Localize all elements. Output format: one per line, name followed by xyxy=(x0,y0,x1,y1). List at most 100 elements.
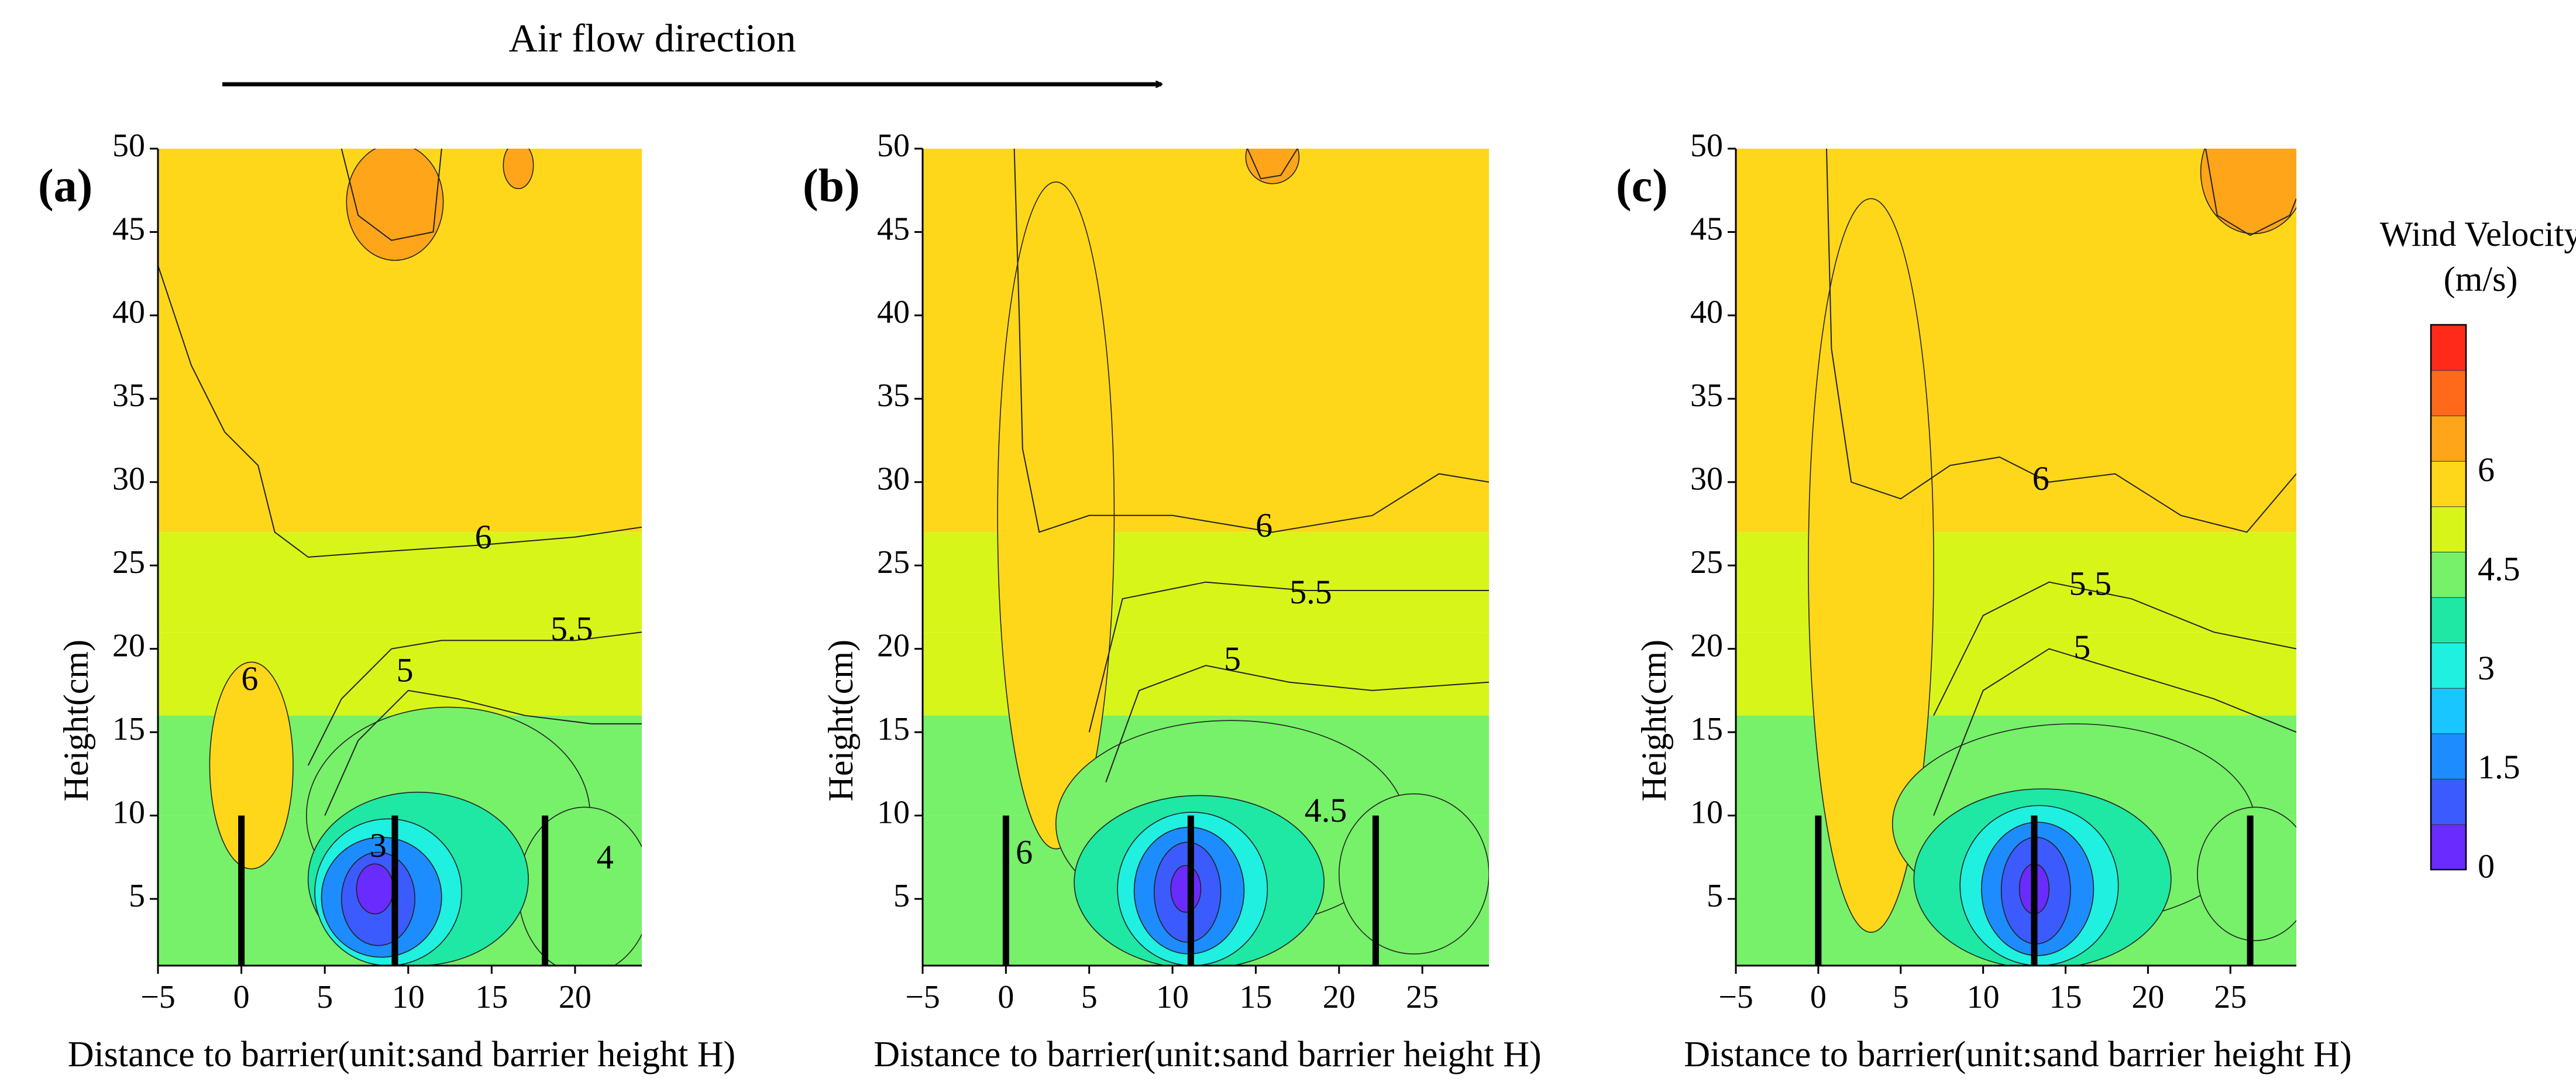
velocity-region xyxy=(1170,865,1202,913)
y-tick-label: 40 xyxy=(112,294,145,331)
velocity-region xyxy=(209,661,294,870)
colorbar-tick-label: 4.5 xyxy=(2478,550,2520,588)
contour-line xyxy=(1105,665,1489,782)
y-tick-label: 40 xyxy=(877,294,910,331)
y-axis-label: Height(cm) xyxy=(1635,640,1673,802)
contour-line xyxy=(1088,581,1489,733)
velocity-region xyxy=(1245,149,1300,184)
contour-label: 5.5 xyxy=(2069,565,2112,603)
colorbar-tick-label: 1.5 xyxy=(2478,748,2520,786)
colorbar-swatch xyxy=(2430,370,2467,417)
y-axis-label: Height(cm) xyxy=(57,640,95,802)
y-tick-label: 35 xyxy=(1690,377,1723,414)
velocity-region xyxy=(518,806,642,966)
y-tick-label: 35 xyxy=(877,377,910,414)
y-tick-label: 30 xyxy=(877,461,910,497)
contour-label: 5 xyxy=(397,651,414,689)
x-tick-label: 0 xyxy=(233,979,250,1015)
y-tick-label: 25 xyxy=(112,544,145,581)
colorbar-tick-label: 6 xyxy=(2478,451,2495,489)
y-tick-label: 25 xyxy=(877,544,910,581)
contour-label: 6 xyxy=(1016,833,1033,871)
colorbar-title: Wind Velocity xyxy=(2380,215,2576,253)
contour-line xyxy=(2205,149,2296,236)
contour-line xyxy=(1933,648,2296,816)
colorbar-swatch xyxy=(2430,688,2467,734)
x-tick-label: −5 xyxy=(1718,979,1753,1015)
panel-label: (b) xyxy=(803,160,860,212)
contour-label: 5 xyxy=(1224,640,1241,678)
y-axis-label: Height(cm) xyxy=(821,640,860,802)
x-tick-label: 15 xyxy=(1239,979,1272,1015)
x-tick-label: −5 xyxy=(905,979,940,1015)
flow-direction-label: Air flow direction xyxy=(509,16,796,60)
contour-label: 4.5 xyxy=(1305,791,1347,829)
contour-label: 6 xyxy=(475,518,492,556)
contour-label: 6 xyxy=(241,660,258,698)
y-tick-label: 15 xyxy=(1690,711,1723,747)
contour-line xyxy=(158,265,642,558)
contour-label: 6 xyxy=(2032,459,2049,497)
y-tick-label: 10 xyxy=(1690,794,1723,830)
panel-1: 6 5.5 5 4.5 6 5 10 15 20 25 30 35 40 45 50 −5 0 5 10 15 20 25… xyxy=(803,128,1542,1074)
x-tick-label: 5 xyxy=(1081,979,1098,1015)
y-tick-label: 5 xyxy=(893,878,910,914)
y-tick-label: 15 xyxy=(112,711,145,747)
y-tick-label: 50 xyxy=(877,128,910,164)
y-tick-label: 5 xyxy=(129,878,145,914)
colorbar: Wind Velocity (m/s) 0 1.5 3 4.5 6 xyxy=(2380,215,2576,885)
x-tick-label: 5 xyxy=(317,979,333,1015)
x-axis-label: Distance to barrier(unit:sand barrier he… xyxy=(68,1035,735,1074)
y-tick-label: 50 xyxy=(1690,128,1723,164)
colorbar-tick-label: 0 xyxy=(2478,847,2495,885)
contour-line xyxy=(324,689,642,816)
y-tick-label: 30 xyxy=(112,461,145,497)
y-tick-label: 30 xyxy=(1690,461,1723,497)
colorbar-swatch xyxy=(2430,597,2467,644)
colorbar-swatch xyxy=(2430,778,2467,825)
colorbar-swatch xyxy=(2430,324,2467,371)
y-tick-label: 5 xyxy=(1707,878,1723,914)
x-tick-label: 0 xyxy=(1810,979,1827,1015)
panel-label: (a) xyxy=(38,160,92,212)
x-tick-label: 15 xyxy=(475,979,508,1015)
x-tick-label: 10 xyxy=(1156,979,1189,1015)
y-tick-label: 20 xyxy=(877,628,910,664)
contour-line xyxy=(1826,149,2296,533)
y-tick-label: 10 xyxy=(877,794,910,830)
colorbar-tick-label: 3 xyxy=(2478,649,2495,687)
colorbar-unit: (m/s) xyxy=(2444,260,2518,298)
y-tick-label: 45 xyxy=(1690,211,1723,247)
contour-line xyxy=(1933,581,2296,716)
y-tick-label: 10 xyxy=(112,794,145,830)
contour-label: 5 xyxy=(2073,628,2090,666)
contour-line xyxy=(1247,149,1298,180)
y-tick-label: 50 xyxy=(112,128,145,164)
contour-label: 3 xyxy=(370,826,387,864)
colorbar-swatch xyxy=(2430,506,2467,552)
contour-plot-area xyxy=(923,149,1489,966)
y-tick-label: 35 xyxy=(112,377,145,414)
contour-label: 4 xyxy=(597,838,614,876)
colorbar-swatch xyxy=(2430,551,2467,598)
colorbar-swatch xyxy=(2430,823,2467,870)
x-tick-label: 0 xyxy=(998,979,1014,1015)
contour-plot-area xyxy=(158,149,642,966)
contour-label: 6 xyxy=(1256,506,1272,544)
contour-label: 5.5 xyxy=(1289,573,1332,611)
colorbar-swatch xyxy=(2430,415,2467,462)
x-tick-label: 20 xyxy=(1323,979,1356,1015)
colorbar-swatch xyxy=(2430,642,2467,689)
x-tick-label: 10 xyxy=(1967,979,2000,1015)
x-tick-label: 15 xyxy=(2049,979,2082,1015)
colorbar-swatch xyxy=(2430,733,2467,779)
contour-line xyxy=(341,149,442,241)
y-tick-label: 45 xyxy=(112,211,145,247)
y-tick-label: 40 xyxy=(1690,294,1723,331)
y-tick-label: 20 xyxy=(112,628,145,664)
velocity-region xyxy=(346,149,444,261)
x-axis-label: Distance to barrier(unit:sand barrier he… xyxy=(873,1035,1541,1074)
